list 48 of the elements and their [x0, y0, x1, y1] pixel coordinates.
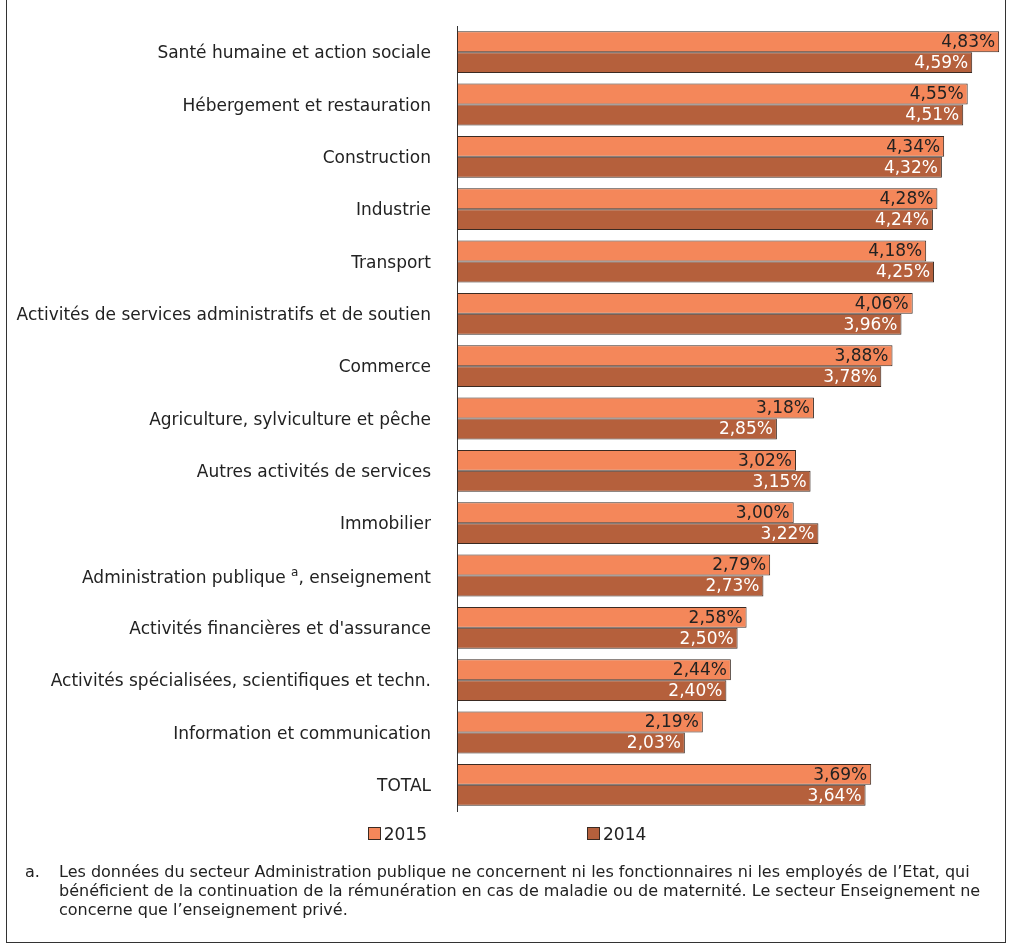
data-label: 2,19% — [644, 711, 699, 732]
legend-label: 2014 — [603, 824, 647, 844]
y-tick-label: Agriculture, sylviculture et pêche — [149, 408, 431, 429]
data-label: 2,44% — [672, 659, 727, 680]
y-tick-label: Hébergement et restauration — [182, 94, 431, 115]
data-label: 3,64% — [807, 784, 862, 805]
y-tick-label: Immobilier — [340, 513, 431, 534]
data-label: 4,06% — [854, 292, 909, 313]
data-label: 3,88% — [834, 345, 889, 366]
data-label: 4,24% — [874, 209, 929, 230]
y-tick-label: Administration publique $^{a}$, enseignement — [82, 564, 431, 587]
data-label: 3,02% — [737, 449, 792, 470]
y-tick-label: Autres activités de services — [196, 460, 431, 481]
legend-label: 2015 — [383, 824, 427, 844]
data-label: 4,32% — [883, 156, 938, 177]
data-label: 4,59% — [914, 52, 969, 73]
data-label: 2,79% — [712, 554, 767, 575]
y-tick-label: TOTAL — [377, 774, 431, 795]
data-label: 4,25% — [876, 261, 931, 282]
y-tick-label: Activités financières et d'assurance — [129, 617, 431, 638]
data-label: 2,58% — [688, 606, 743, 627]
data-label: 3,15% — [752, 470, 807, 491]
y-tick-label: Santé humaine et action sociale — [157, 42, 431, 63]
y-tick-label: Activités spécialisées, scientifiques et techn. — [50, 670, 431, 691]
y-tick-label: Commerce — [338, 356, 431, 377]
data-label: 2,73% — [705, 575, 760, 596]
data-label: 4,18% — [868, 240, 923, 261]
data-label: 4,34% — [886, 135, 941, 156]
data-label: 2,40% — [668, 680, 723, 701]
data-label: 3,00% — [735, 502, 790, 523]
text: a. Les données du secteur Administration publique ne concernent ni les fonctionnaires ni les employés de l’Etat, qui bénéficient de la continuation de la rémunération en cas de maladie ou de maternité. Le secteur Enseignement ne concerne que l’enseignement privé. — [25, 862, 982, 919]
y-tick-label: Industrie — [355, 199, 431, 220]
y-tick-label: Activités de services administratifs et de soutien — [16, 303, 431, 324]
data-label: 2,85% — [718, 418, 773, 439]
data-label: 2,50% — [679, 627, 734, 648]
y-tick-label: Transport — [351, 251, 431, 272]
data-label: 3,22% — [760, 523, 815, 544]
data-label: 4,55% — [909, 83, 964, 104]
data-label: 2,03% — [626, 732, 681, 753]
data-label: 3,96% — [843, 313, 898, 334]
y-tick-label: Construction — [322, 146, 431, 167]
data-label: 3,69% — [813, 763, 868, 784]
data-label: 4,28% — [879, 188, 934, 209]
data-label: 3,18% — [755, 397, 810, 418]
data-label: 3,78% — [823, 366, 878, 387]
data-label: 4,83% — [941, 31, 996, 52]
y-tick-label: Information et communication — [173, 722, 431, 743]
data-label: 4,51% — [905, 104, 960, 125]
